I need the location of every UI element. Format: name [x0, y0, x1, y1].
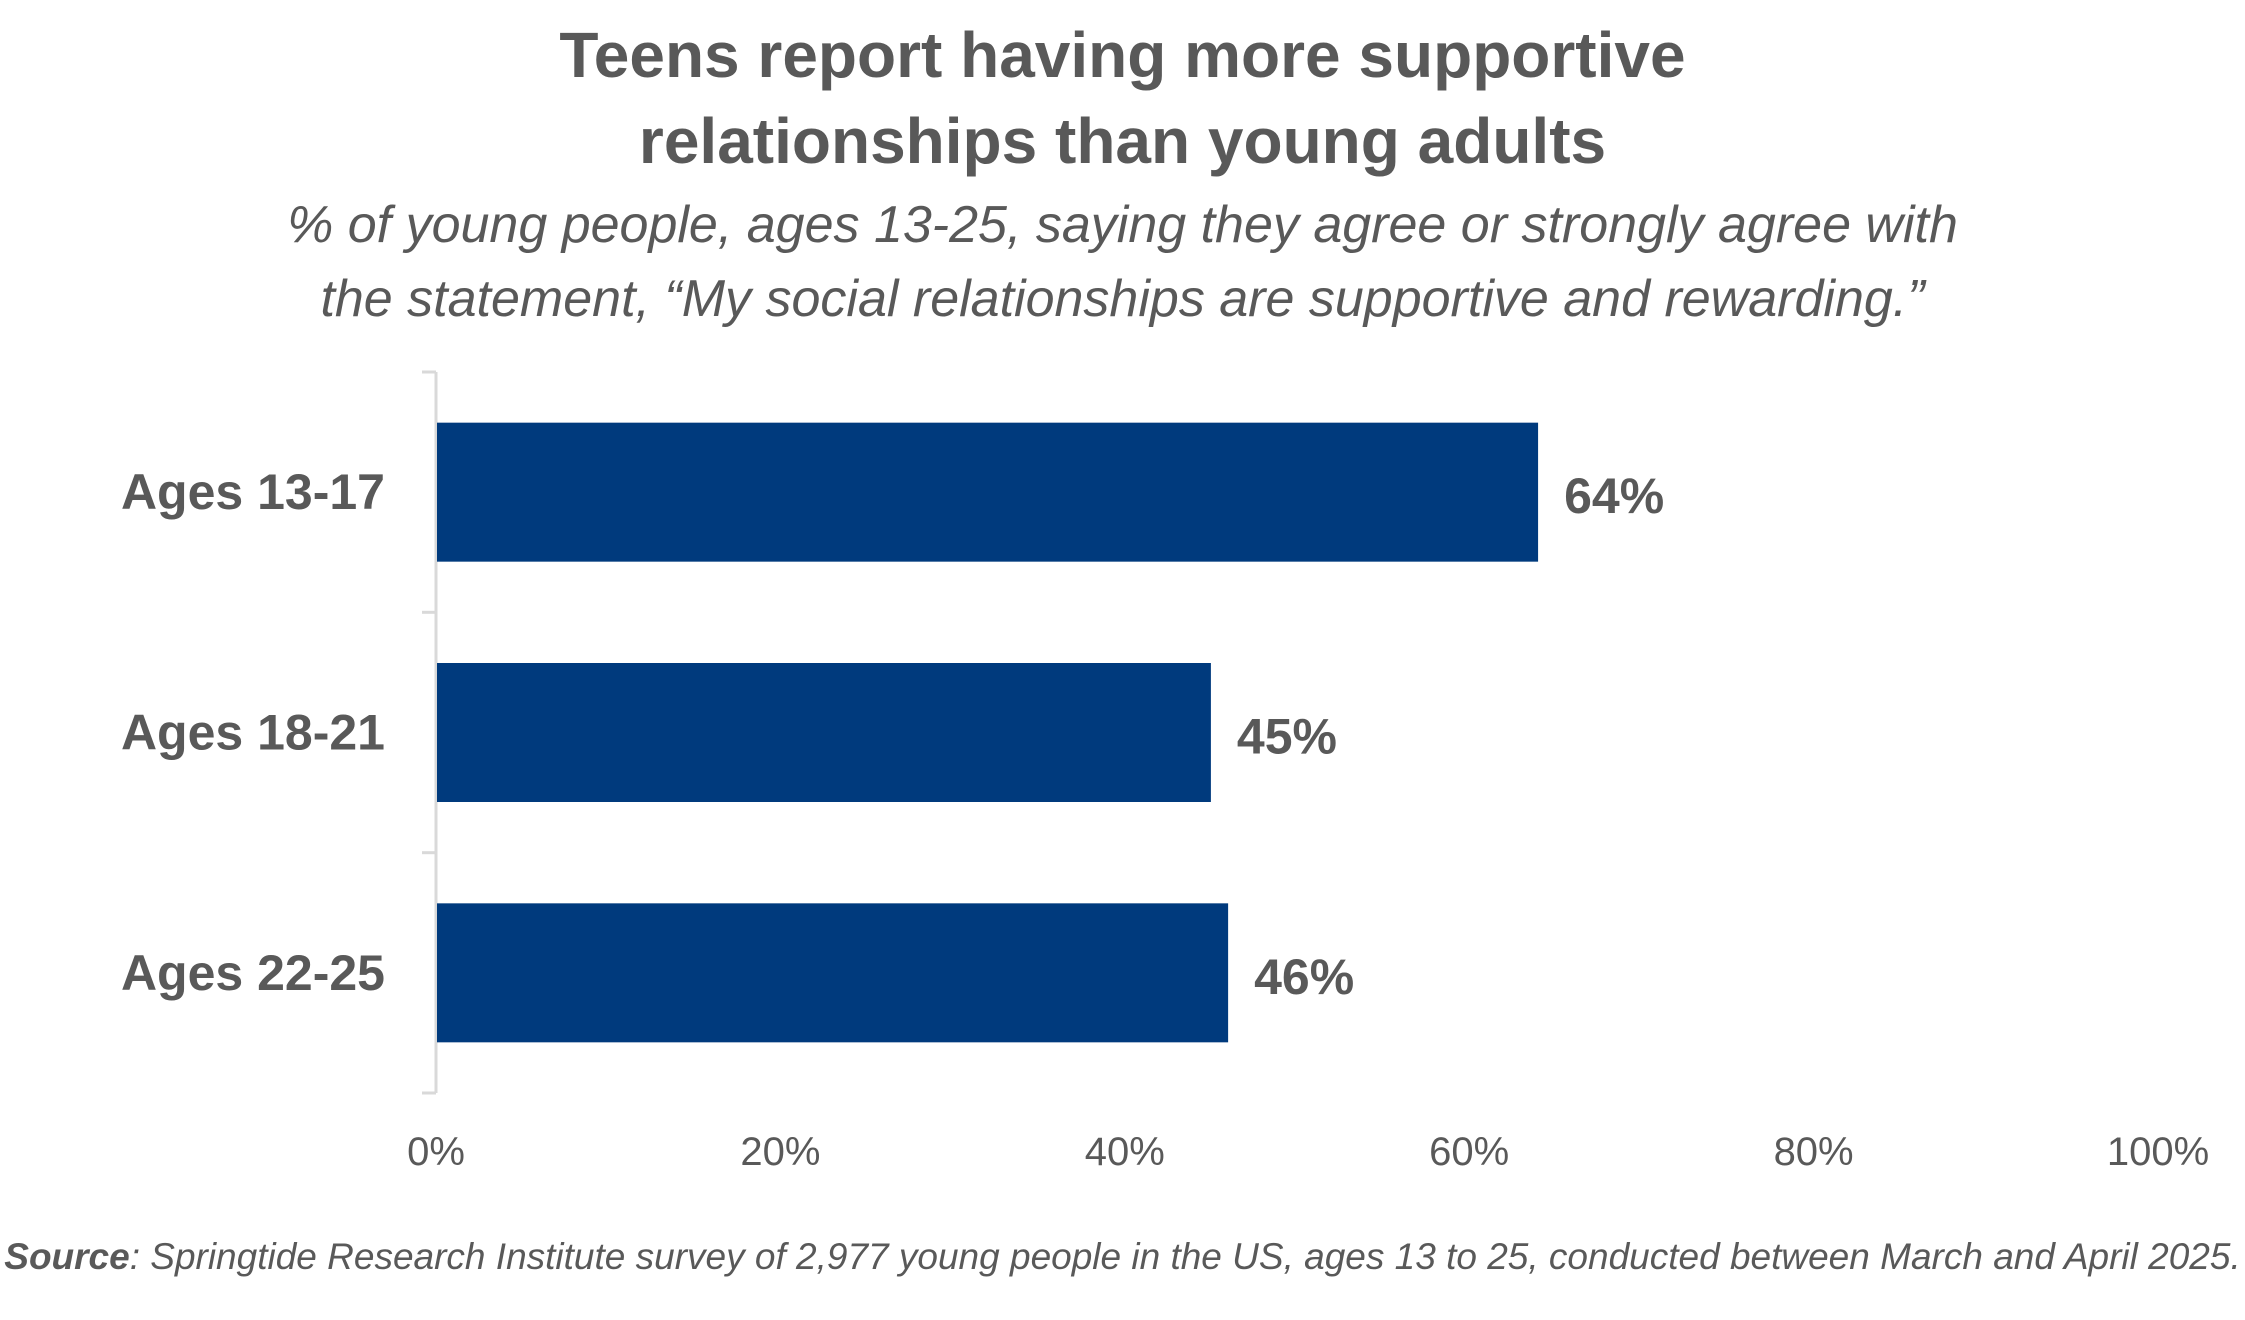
category-label: Ages 22-25	[121, 945, 385, 1001]
source-label: Source	[4, 1236, 130, 1277]
data-label: 64%	[1564, 468, 1664, 524]
x-tick-label: 40%	[1085, 1130, 1165, 1174]
chart-subtitle: % of young people, ages 13-25, saying th…	[0, 188, 2245, 336]
data-label: 46%	[1254, 949, 1354, 1005]
bar-1	[437, 422, 1539, 562]
bar-2	[437, 663, 1211, 802]
source-text: : Springtide Research Institute survey o…	[129, 1236, 2241, 1277]
source-note: Source: Springtide Research Institute su…	[0, 1232, 2245, 1282]
x-tick-label: 100%	[2107, 1130, 2209, 1174]
chart-subtitle-line-1: % of young people, ages 13-25, saying th…	[287, 196, 1958, 254]
chart-title-line-2: relationships than young adults	[638, 105, 1607, 177]
bar-chart: Ages 13-17 64% Ages 18-21 45% Ages 22-25 46% 0…	[121, 370, 2209, 1174]
data-label: 45%	[1237, 709, 1337, 765]
chart-title-line-1: Teens report having more supportive	[559, 19, 1686, 91]
category-label: Ages 13-17	[121, 464, 385, 520]
x-tick-label: 60%	[1429, 1130, 1509, 1174]
x-tick-label: 80%	[1774, 1130, 1854, 1174]
chart-subtitle-line-2: the statement, “My social relationships …	[320, 270, 1925, 328]
x-tick-label: 20%	[740, 1130, 820, 1174]
bar-3	[437, 903, 1229, 1043]
x-tick-label: 0%	[407, 1130, 465, 1174]
category-label: Ages 18-21	[121, 705, 385, 761]
chart-title: Teens report having more supportive rela…	[0, 12, 2245, 184]
